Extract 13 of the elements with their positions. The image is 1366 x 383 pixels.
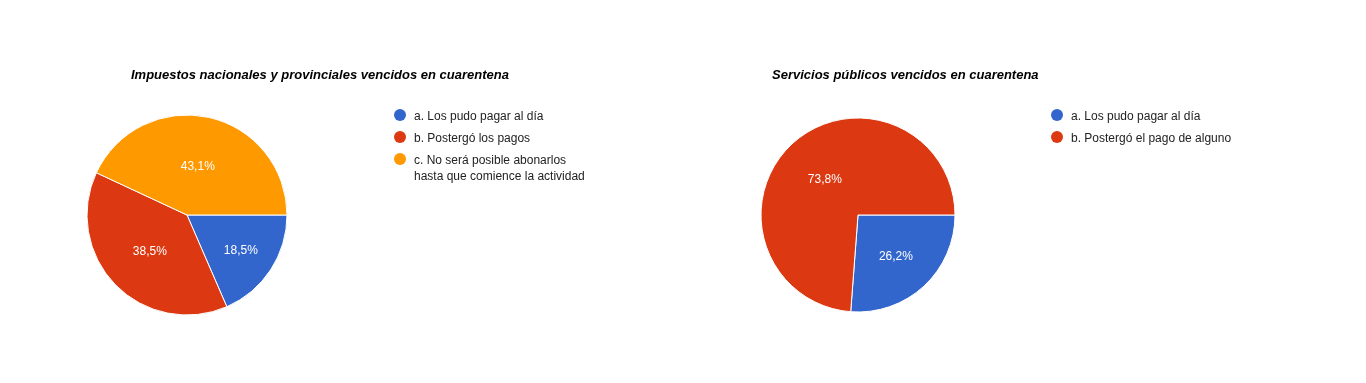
- chart-title: Impuestos nacionales y provinciales vencidos en cuarentena: [131, 67, 509, 82]
- legend-label: b. Postergó el pago de alguno: [1071, 131, 1232, 145]
- legend-label: c. No será posible abonarlos hasta que comience la actividad: [414, 153, 585, 183]
- data-label: 43,1%: [180, 158, 216, 173]
- chart-title: Servicios públicos vencidos en cuarentena: [772, 67, 1039, 82]
- legend-label: b. Postergó los pagos: [414, 131, 531, 145]
- pie-slice: [760, 117, 956, 313]
- legend-label: a. Los pudo pagar al día: [1071, 109, 1201, 123]
- data-label: 73,8%: [807, 172, 843, 187]
- data-label: 18,5%: [223, 243, 259, 258]
- data-label: 26,2%: [878, 249, 914, 264]
- data-label: 38,5%: [132, 244, 168, 259]
- legend-label: a. Los pudo pagar al día: [414, 109, 544, 123]
